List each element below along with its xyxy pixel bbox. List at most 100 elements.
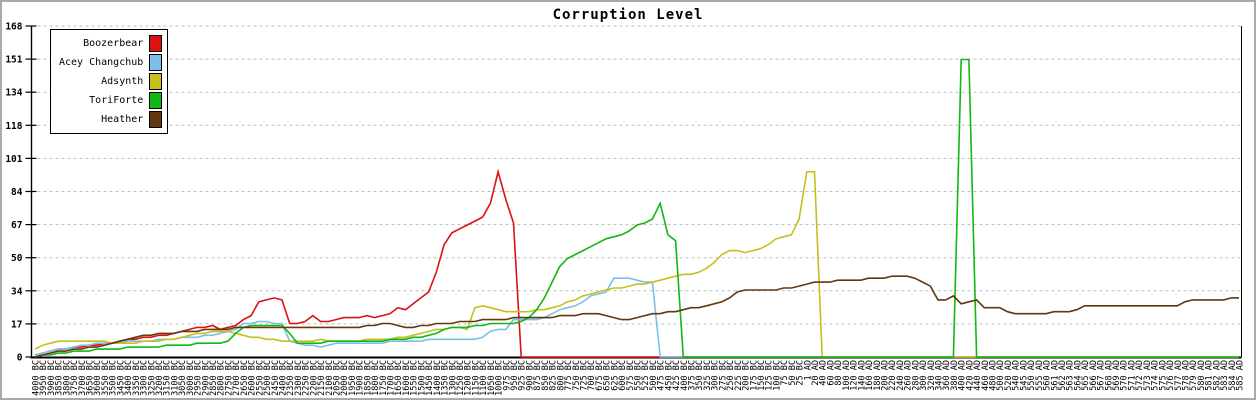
x-axis-label: 577 AD [1174,360,1184,391]
x-axis-label: 180 AD [873,360,883,391]
x-axis-label: 120 AD [850,360,860,391]
x-axis-label: 200 BC [742,360,752,391]
x-axis-label: 1 AD [803,360,813,380]
y-axis-label: 118 [5,121,22,132]
x-axis-label: 725 BC [580,360,590,391]
x-axis-label: 3800 BC [62,360,72,396]
x-axis-label: 400 BC [680,360,690,391]
y-axis-label: 151 [5,55,22,66]
x-axis-label: 584 AD [1228,360,1238,391]
x-axis-label: 25 BC [796,360,806,386]
x-axis-label: 1900 BC [356,360,366,396]
legend: Boozerbear Acey Changchub Adsynth ToriForte… [50,29,169,134]
x-axis-label: 420 AD [965,360,975,391]
x-axis-label: 875 BC [533,360,543,391]
x-axis-label: 3400 BC [124,360,134,396]
x-axis-label: 571 AD [1127,360,1137,391]
legend-item-label: Adsynth [101,76,144,87]
x-axis-label: 280 AD [911,360,921,391]
x-axis-label: 1500 BC [417,360,427,396]
x-axis-label: 582 AD [1212,360,1222,391]
x-axis-label: 80 AD [834,360,844,386]
x-axis-label: 2450 BC [271,360,281,396]
x-axis-label: 1550 BC [410,360,420,396]
x-axis-label: 150 BC [757,360,767,391]
legend-item: Acey Changchub [59,53,163,72]
x-axis-label: 580 AD [1197,360,1207,391]
y-axis-label: 84 [11,187,23,198]
x-axis-label: 1800 BC [371,360,381,396]
x-axis-label: 585 AD [1236,360,1246,391]
x-axis-label: 550 AD [1027,360,1037,391]
x-axis-label: 2100 BC [325,360,335,396]
x-axis-label: 300 AD [919,360,929,391]
x-axis-label: 1200 BC [464,360,474,396]
y-axis-label: 67 [11,220,22,231]
x-axis-label: 572 AD [1135,360,1145,391]
legend-item-label: Acey Changchub [59,57,144,68]
x-axis-label: 850 BC [541,360,551,391]
x-axis-label: 2600 BC [248,360,258,396]
x-axis-label: 550 BC [634,360,644,391]
x-axis-label: 2350 BC [286,360,296,396]
x-axis-label: 573 AD [1143,360,1153,391]
x-axis-label: 500 BC [649,360,659,391]
x-axis-label: 425 BC [672,360,682,391]
x-axis-label: 567 AD [1097,360,1107,391]
x-axis-label: 175 BC [749,360,759,391]
x-axis-label: 2200 BC [309,360,319,396]
x-axis-label: 100 BC [772,360,782,391]
x-axis-label: 650 BC [603,360,613,391]
x-axis-label: 700 BC [587,360,597,391]
x-axis-label: 566 AD [1089,360,1099,391]
x-axis-label: 2250 BC [302,360,312,396]
x-axis-label: 3900 BC [47,360,57,396]
legend-color-swatch [149,92,163,109]
x-axis-label: 3150 BC [163,360,173,396]
x-axis-label: 475 BC [657,360,667,391]
legend-color-swatch [149,35,163,52]
x-axis-label: 2900 BC [201,360,211,396]
x-axis-label: 1150 BC [471,360,481,396]
x-axis-label: 250 BC [726,360,736,391]
x-axis-label: 2850 BC [209,360,219,396]
x-axis-label: 555 AD [1035,360,1045,391]
x-axis-label: 2000 BC [340,360,350,396]
x-axis-label: 576 AD [1166,360,1176,391]
x-axis-label: 300 BC [711,360,721,391]
x-axis-label: 100 AD [842,360,852,391]
x-axis-label: 575 AD [1158,360,1168,391]
x-axis-label: 570 AD [1120,360,1130,391]
x-axis-label: 562 AD [1058,360,1068,391]
y-axis-label: 17 [11,319,22,330]
x-axis-label: 2400 BC [279,360,289,396]
x-axis-label: 1400 BC [433,360,443,396]
x-axis-label: 3550 BC [101,360,111,396]
x-axis-label: 340 AD [935,360,945,391]
y-axis-label: 34 [11,286,23,297]
x-axis-label: 160 AD [865,360,875,391]
x-axis-label: 3250 BC [147,360,157,396]
x-axis-label: 140 AD [857,360,867,391]
legend-color-swatch [149,54,163,71]
x-axis-label: 600 BC [618,360,628,391]
x-axis-label: 320 AD [927,360,937,391]
x-axis-label: 450 BC [664,360,674,391]
x-axis-label: 950 BC [510,360,520,391]
x-axis-label: 1750 BC [379,360,389,396]
chart-title: Corruption Level [552,7,704,23]
x-axis-label: 3350 BC [132,360,142,396]
x-axis-label: 750 BC [572,360,582,391]
x-axis-label: 2050 BC [333,360,343,396]
legend-item: Heather [59,110,163,129]
series-line-toriforte [34,58,1239,358]
x-axis-label: 563 AD [1066,360,1076,391]
x-axis-label: 900 BC [525,360,535,391]
x-axis-label: 240 AD [896,360,906,391]
x-axis-label: 565 AD [1081,360,1091,391]
x-axis-label: 1300 BC [448,360,458,396]
x-axis-label: 3300 BC [140,360,150,396]
x-axis-label: 525 BC [641,360,651,391]
x-axis-label: 975 BC [502,360,512,391]
